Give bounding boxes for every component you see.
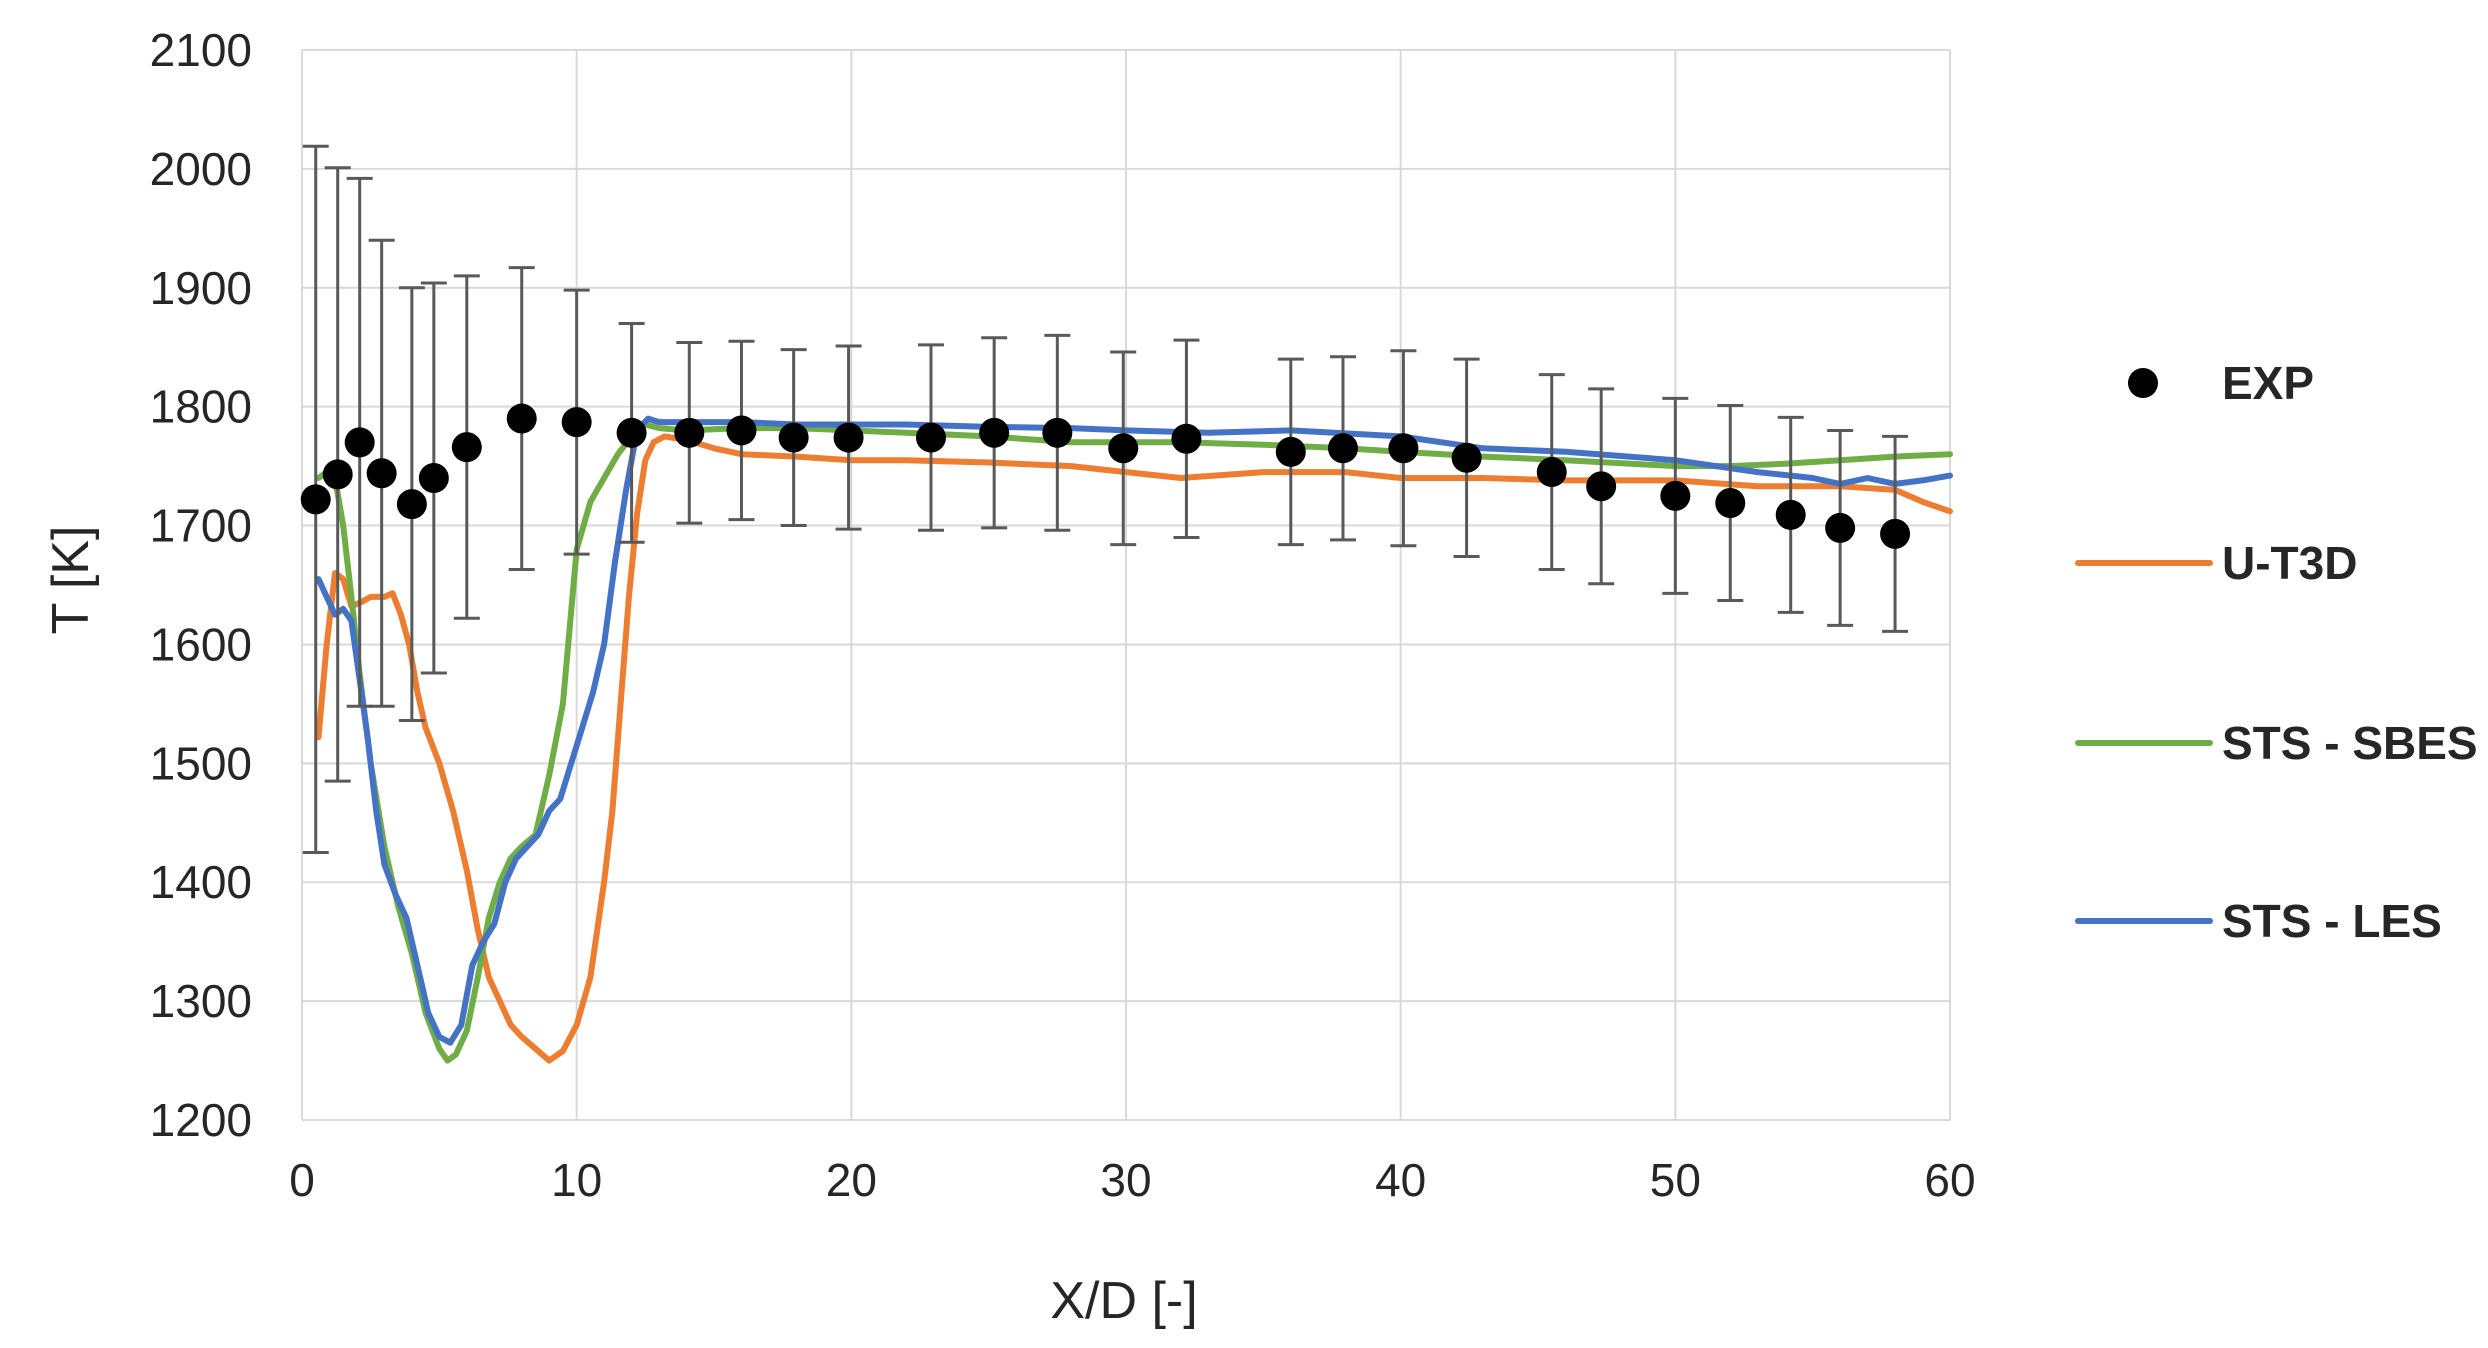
x-tick-label: 10: [551, 1154, 602, 1206]
exp-data-point: [300, 484, 331, 515]
exp-data-point: [1327, 433, 1358, 464]
y-tick-label: 1500: [150, 737, 252, 789]
exp-data-point: [1660, 480, 1691, 511]
y-axis-title: T [K]: [42, 526, 100, 635]
legend-marker-exp: [2128, 368, 2158, 398]
exp-data-point: [674, 417, 705, 448]
exp-data-point: [322, 459, 353, 490]
legend-item-sts-sbes: STS - SBES: [2075, 717, 2478, 769]
exp-data-point: [1825, 512, 1856, 543]
x-tick-label: 20: [826, 1154, 877, 1206]
x-tick-label: 0: [289, 1154, 315, 1206]
legend-item-u-t3d: U-T3D: [2075, 537, 2357, 589]
y-tick-labels: 1200 1300 1400 1500 1600 1700 1800 1900 2000 2100: [150, 24, 252, 1146]
exp-data-point: [1536, 457, 1567, 488]
y-tick-label: 1900: [150, 262, 252, 314]
exp-data-point: [366, 458, 397, 489]
exp-data-point: [396, 489, 427, 520]
y-tick-label: 2000: [150, 143, 252, 195]
legend: EXP U-T3D STS - SBES STS - LES: [2075, 357, 2478, 947]
legend-label-u-t3d: U-T3D: [2222, 537, 2357, 589]
y-tick-label: 1200: [150, 1094, 252, 1146]
exp-data-point: [1388, 433, 1419, 464]
exp-data-point: [979, 417, 1010, 448]
legend-label-exp: EXP: [2222, 357, 2314, 409]
series-line-u-t3d: [315, 433, 1953, 1064]
legend-label-sts-sbes: STS - SBES: [2222, 717, 2478, 769]
exp-data-point: [451, 432, 482, 463]
legend-item-exp: EXP: [2128, 357, 2314, 409]
x-tick-label: 30: [1100, 1154, 1151, 1206]
series-line-sts-les: [315, 415, 1953, 1046]
y-tick-label: 1700: [150, 500, 252, 552]
exp-data-point: [726, 415, 757, 446]
x-tick-label: 40: [1375, 1154, 1426, 1206]
exp-data-point: [1451, 442, 1482, 473]
exp-points: [300, 403, 1911, 549]
exp-data-point: [915, 422, 946, 453]
exp-data-point: [506, 403, 537, 434]
exp-data-point: [833, 422, 864, 453]
exp-data-point: [1880, 518, 1911, 549]
exp-data-point: [778, 422, 809, 453]
exp-data-point: [1775, 499, 1806, 530]
y-tick-label: 1800: [150, 381, 252, 433]
x-tick-labels: 0 10 20 30 40 50 60: [289, 1154, 1975, 1206]
x-tick-label: 60: [1924, 1154, 1975, 1206]
exp-data-point: [418, 463, 449, 493]
x-axis-title: X/D [-]: [1050, 1272, 1197, 1330]
legend-item-sts-les: STS - LES: [2075, 895, 2442, 947]
exp-data-point: [616, 417, 647, 448]
y-tick-label: 1300: [150, 975, 252, 1027]
x-tick-label: 50: [1650, 1154, 1701, 1206]
exp-data-point: [1715, 487, 1746, 518]
y-tick-label: 1400: [150, 856, 252, 908]
exp-data-point: [1171, 423, 1202, 454]
exp-data-point: [1586, 471, 1617, 502]
legend-label-sts-les: STS - LES: [2222, 895, 2442, 947]
y-tick-label: 2100: [150, 24, 252, 76]
exp-data-point: [344, 427, 375, 458]
exp-data-point: [1042, 417, 1073, 448]
exp-data-point: [561, 407, 592, 438]
exp-data-point: [1108, 433, 1139, 464]
exp-data-point: [1275, 436, 1306, 467]
y-tick-label: 1600: [150, 618, 252, 670]
